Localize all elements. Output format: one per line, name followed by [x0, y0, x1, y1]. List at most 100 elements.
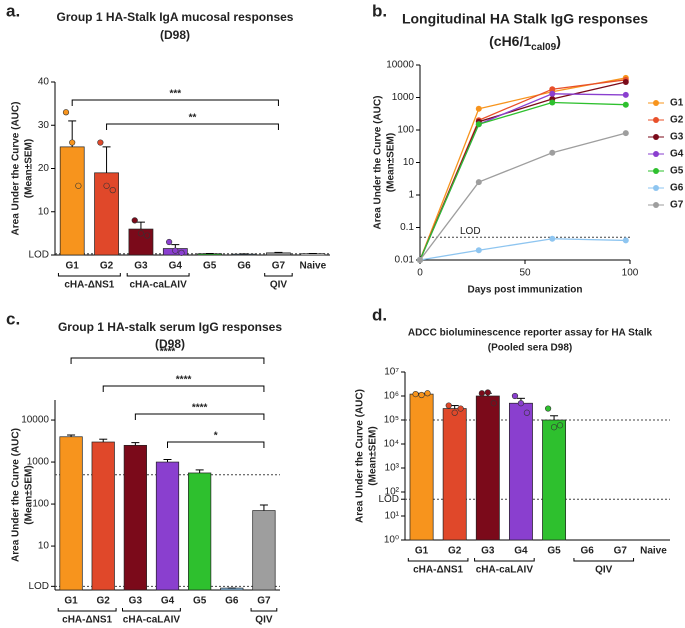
data-point: [144, 232, 151, 239]
subtitle-part: ): [556, 33, 561, 49]
series-point: [549, 149, 556, 156]
x-tick-label: G6: [237, 261, 251, 272]
series-point: [622, 78, 629, 85]
group-label: QIV: [270, 280, 288, 291]
series-line: [419, 132, 626, 261]
data-point: [445, 402, 452, 409]
y-tick-label: 10: [403, 157, 415, 168]
series-point: [475, 179, 482, 186]
bar: [442, 408, 467, 541]
data-point: [424, 390, 431, 397]
x-tick-label: G4: [161, 596, 175, 607]
x-axis-label: Days post immunization: [467, 285, 582, 296]
significance-label: *: [214, 431, 218, 442]
bar: [59, 436, 83, 591]
significance-bracket: [106, 123, 279, 130]
series-point: [622, 91, 629, 98]
significance-label: ****: [176, 375, 192, 386]
series-line: [419, 77, 626, 261]
legend-label: G7: [670, 200, 684, 211]
data-point: [457, 405, 464, 412]
data-point: [75, 182, 82, 189]
legend-label: G3: [670, 132, 684, 143]
series-line: [419, 238, 626, 261]
series-line: [419, 79, 626, 261]
bar: [266, 252, 291, 256]
data-point: [556, 422, 564, 429]
series-point: [549, 90, 556, 97]
bar: [542, 419, 567, 541]
series-line: [419, 101, 626, 261]
group-bracket: [122, 608, 181, 612]
x-tick-label: G3: [134, 261, 148, 272]
group-bracket: [407, 558, 469, 562]
y-axis-label: (Mean±SEM): [24, 465, 35, 524]
y-tick-label: 1: [408, 190, 414, 201]
chart-title: Longitudinal HA Stalk IgG responses: [402, 11, 648, 27]
y-tick-label: 10²: [385, 487, 400, 498]
y-axis-label: Area Under the Curve (AUC): [11, 428, 22, 562]
x-tick-label: G7: [614, 546, 628, 557]
bar: [252, 510, 276, 591]
data-point: [517, 400, 525, 407]
legend-label: G5: [670, 166, 684, 177]
x-tick-label: G4: [169, 261, 183, 272]
x-tick-label: G2: [100, 261, 114, 272]
chart-subtitle: (cH6/1cal09): [489, 33, 561, 53]
bar: [508, 402, 533, 541]
significance-bracket: [70, 357, 265, 364]
y-tick-label: 10⁷: [384, 367, 399, 378]
y-tick-label: 10⁶: [384, 391, 399, 402]
data-point: [97, 139, 104, 146]
chart-subtitle: (D98): [160, 28, 190, 42]
significance-label: ****: [192, 403, 208, 414]
x-tick-label: G1: [415, 546, 429, 557]
x-tick-label: G5: [203, 261, 217, 272]
y-tick-label: LOD: [28, 250, 49, 261]
y-tick-label: 30: [38, 120, 50, 131]
group-bracket: [474, 558, 535, 562]
series-line: [419, 93, 626, 261]
legend-swatch: [653, 117, 659, 123]
data-point: [490, 400, 497, 407]
x-tick-label: G2: [448, 546, 462, 557]
group-bracket: [264, 273, 293, 277]
panel-label: c.: [6, 309, 20, 328]
legend-swatch: [653, 100, 659, 106]
data-point: [172, 247, 179, 254]
data-point: [451, 409, 458, 416]
legend-swatch: [653, 185, 659, 191]
x-tick-label: G4: [514, 546, 528, 557]
y-tick-label: 100: [397, 125, 414, 136]
legend-label: G4: [670, 149, 684, 160]
x-tick-label: Naive: [299, 261, 326, 272]
x-tick-label: G3: [129, 596, 143, 607]
y-tick-label: 10000: [386, 60, 414, 71]
bar: [409, 393, 434, 541]
group-label: cHA-ΔNS1: [64, 280, 114, 291]
x-tick-label: 50: [519, 268, 531, 279]
data-point: [131, 217, 138, 224]
data-point: [103, 182, 110, 189]
significance-bracket: [102, 385, 265, 392]
data-point: [418, 391, 425, 399]
group-label: cHA-ΔNS1: [413, 565, 463, 576]
bar: [91, 441, 115, 591]
y-axis-label: Area Under the Curve (AUC): [373, 96, 384, 230]
panel-label: d.: [372, 305, 387, 324]
x-tick-label: G2: [97, 596, 111, 607]
y-tick-label: LOD: [378, 494, 399, 505]
panel-label: a.: [6, 1, 20, 20]
data-point: [109, 187, 116, 194]
series-point: [475, 247, 482, 254]
series-point: [549, 86, 556, 93]
data-point: [166, 238, 173, 246]
data-point: [478, 390, 485, 397]
y-tick-label: 10¹: [385, 511, 400, 522]
data-point: [544, 405, 552, 412]
y-tick-label: 1000: [27, 457, 50, 468]
group-bracket: [573, 558, 635, 562]
subtitle-part: cal09: [531, 42, 556, 53]
legend-swatch: [653, 151, 659, 157]
